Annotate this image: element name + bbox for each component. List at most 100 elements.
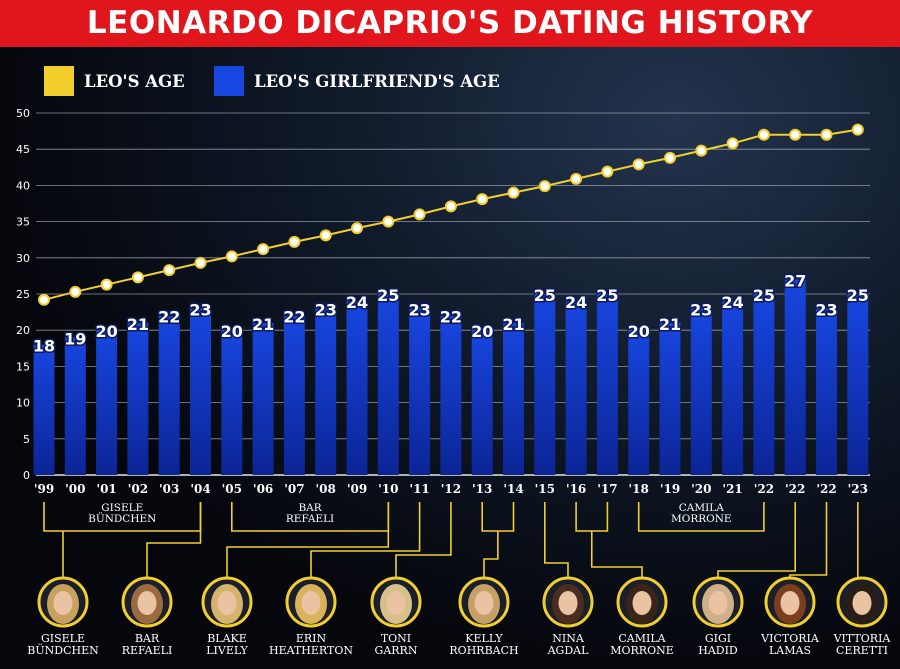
person-name-label: NINA xyxy=(552,632,585,645)
person-portrait xyxy=(458,576,510,628)
x-tick-label: '06 xyxy=(253,482,273,496)
person-portrait xyxy=(692,576,744,628)
group-bracket xyxy=(637,502,765,532)
x-tick-label: '13 xyxy=(472,482,492,496)
x-tick-label: '17 xyxy=(597,482,617,496)
bar-value-label: 23 xyxy=(189,300,211,319)
leo-age-point xyxy=(726,137,739,150)
legend-item-girlfriend-age: LEO'S GIRLFRIEND'S AGE xyxy=(214,66,500,96)
y-tick-label: 0 xyxy=(23,469,30,482)
bar-value-label: 25 xyxy=(753,286,775,305)
bar-value-label: 20 xyxy=(628,322,650,341)
leo-age-point xyxy=(413,208,426,221)
bar xyxy=(847,294,869,475)
person-name-label: LIVELY xyxy=(206,644,248,657)
portrait-face xyxy=(137,591,157,615)
y-tick-label: 50 xyxy=(16,107,30,120)
x-tick-label: '04 xyxy=(190,482,210,496)
portrait-face xyxy=(386,591,406,615)
person-name-label: VITTORIA xyxy=(833,632,892,645)
group-label: CAMILA xyxy=(679,502,724,514)
x-tick-label: '14 xyxy=(503,482,523,496)
person-name-label: ERIN xyxy=(296,632,327,645)
leo-age-point xyxy=(38,293,50,306)
bar-value-label: 22 xyxy=(158,308,180,327)
portrait-face xyxy=(780,591,800,615)
bar xyxy=(690,308,712,475)
leo-age-point xyxy=(695,144,708,157)
leo-age-point xyxy=(163,264,176,277)
x-tick-label: '22 xyxy=(816,482,836,496)
x-tick-label: '16 xyxy=(566,482,586,496)
y-tick-label: 10 xyxy=(16,397,30,410)
person-name-label: AGDAL xyxy=(547,644,589,657)
x-tick-label: '11 xyxy=(409,482,429,496)
x-tick-label: '08 xyxy=(316,482,336,496)
bar-value-label: 21 xyxy=(502,315,524,334)
bar-value-label: 21 xyxy=(659,315,681,334)
group-label: REFAELI xyxy=(286,513,334,525)
bar-value-label: 23 xyxy=(815,300,837,319)
x-tick-label: '22 xyxy=(785,482,805,496)
bar-value-label: 24 xyxy=(346,293,368,312)
group-label: MORRONE xyxy=(671,513,732,525)
x-tick-label: '02 xyxy=(128,482,148,496)
x-tick-label: '05 xyxy=(222,482,242,496)
x-tick-label: '99 xyxy=(34,482,54,496)
bar-value-label: 25 xyxy=(847,286,869,305)
leo-age-point xyxy=(319,229,332,242)
leo-age-point xyxy=(69,285,82,298)
portrait-face xyxy=(217,591,237,615)
portrait-face xyxy=(558,591,578,615)
bar xyxy=(503,322,524,475)
y-tick-label: 35 xyxy=(16,216,30,229)
bar xyxy=(346,301,368,475)
legend-swatch-girlfriend-age xyxy=(214,66,244,96)
leo-age-point xyxy=(570,172,583,185)
x-tick-label: '20 xyxy=(691,482,711,496)
bar xyxy=(628,330,650,475)
portrait-face xyxy=(632,591,652,615)
leo-age-point xyxy=(100,278,113,291)
person-portrait xyxy=(764,576,816,628)
x-tick-label: '03 xyxy=(159,482,179,496)
connector-line xyxy=(146,502,202,578)
leo-age-point xyxy=(194,256,207,269)
y-tick-label: 5 xyxy=(23,433,30,446)
bar xyxy=(33,344,55,475)
bar xyxy=(315,308,337,475)
x-tick-label: '10 xyxy=(378,482,398,496)
legend-label-girlfriend-age: LEO'S GIRLFRIEND'S AGE xyxy=(254,71,500,91)
person-portrait xyxy=(285,576,337,628)
x-tick-label: '21 xyxy=(722,482,742,496)
bar-value-label: 21 xyxy=(252,315,274,334)
bar xyxy=(565,301,587,475)
y-tick-label: 25 xyxy=(16,288,30,301)
person-name-label: BAR xyxy=(135,632,160,645)
bar xyxy=(471,330,493,475)
x-tick-label: '22 xyxy=(754,482,774,496)
person-portrait xyxy=(201,576,253,628)
bar xyxy=(409,308,431,475)
leo-age-point xyxy=(632,158,645,171)
bar xyxy=(64,337,86,475)
x-tick-label: '09 xyxy=(347,482,367,496)
leo-age-point xyxy=(820,128,833,141)
leo-age-point xyxy=(444,200,457,213)
portrait-face xyxy=(708,591,728,615)
connector-line xyxy=(543,502,569,578)
person-name-label: HEATHERTON xyxy=(269,644,353,657)
connector-line xyxy=(590,531,643,578)
person-portrait xyxy=(542,576,594,628)
x-tick-label: '19 xyxy=(660,482,680,496)
bar-value-label: 20 xyxy=(95,322,117,341)
bar xyxy=(96,330,118,475)
bar xyxy=(252,322,274,475)
person-name-label: CAMILA xyxy=(618,632,666,645)
person-portrait xyxy=(616,576,668,628)
bar xyxy=(816,308,837,475)
bar xyxy=(377,294,399,475)
connector-line xyxy=(483,531,499,578)
x-tick-label: '12 xyxy=(441,482,461,496)
leo-age-point xyxy=(131,271,144,284)
